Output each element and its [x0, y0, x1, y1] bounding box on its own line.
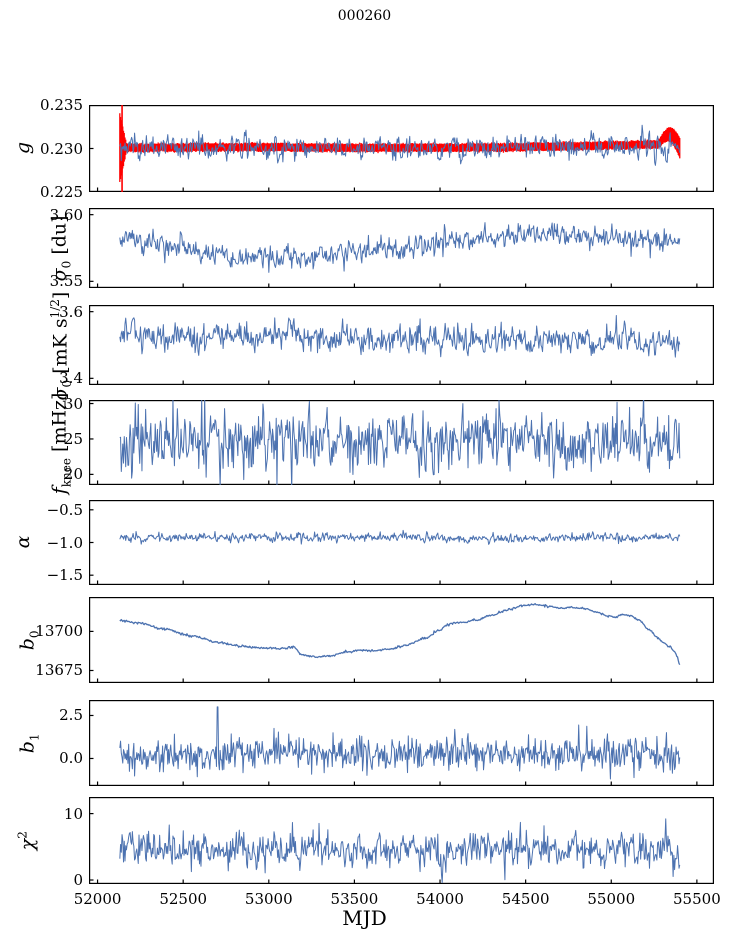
- axes-frame: [89, 500, 714, 585]
- panel-b-0: [89, 597, 714, 683]
- x-tick-label: 52000: [73, 890, 122, 908]
- data-line-b1: [119, 706, 681, 780]
- y-tick-label: 13675: [35, 661, 83, 680]
- data-line-alpha: [119, 529, 681, 545]
- y-tick-label: 25: [63, 429, 83, 448]
- panel-sigma-0-du-: [89, 208, 714, 288]
- y-tick-label: 0: [73, 871, 83, 889]
- data-line-sigma0_du: [119, 222, 681, 273]
- plot-area: [89, 797, 714, 884]
- y-axis-label-0: g: [12, 141, 34, 154]
- data-line-g gain: [119, 124, 681, 166]
- axes-frame: [89, 400, 714, 485]
- panel-b-1: [89, 700, 714, 786]
- plot-area: [89, 597, 714, 683]
- plot-area: [89, 700, 714, 786]
- figure-title: 000260: [337, 8, 392, 24]
- y-axis-label-7: χ2: [15, 830, 39, 850]
- axes-frame: [89, 305, 714, 385]
- y-tick-label: 3.6: [59, 302, 83, 321]
- plot-area: [89, 105, 714, 192]
- y-tick-label: −1.5: [46, 566, 83, 585]
- y-tick-label: 10: [63, 804, 83, 823]
- x-tick-label: 54000: [416, 890, 464, 908]
- axes-frame: [89, 700, 714, 786]
- x-tick-label: 55000: [587, 890, 636, 908]
- y-tick-label: 0.0: [59, 749, 83, 768]
- y-tick-label: 0.225: [40, 183, 83, 201]
- panel-sigma-0-mk-s-1-2-: [89, 305, 714, 385]
- x-tick-label: 54500: [501, 890, 550, 908]
- axes-frame: [89, 597, 714, 683]
- y-tick-label: 3.4: [59, 369, 83, 388]
- y-tick-label: 0.235: [40, 96, 83, 114]
- panel-chi-2: [89, 797, 714, 884]
- plot-area: [89, 500, 714, 585]
- panel-alpha: [89, 500, 714, 585]
- x-axis-label: MJD: [342, 906, 387, 930]
- axes-frame: [89, 797, 714, 884]
- x-tick-label: 52500: [159, 890, 208, 908]
- x-tick-label: 53000: [244, 890, 293, 908]
- y-tick-label: 3.60: [49, 205, 83, 224]
- y-tick-label: 2.5: [59, 706, 83, 725]
- plot-area: [89, 400, 714, 485]
- panel-f-knee-mhz-: [89, 400, 714, 485]
- y-tick-label: −1.0: [46, 533, 83, 552]
- y-tick-label: 30: [63, 394, 83, 413]
- y-axis-label-3: fknee [mHz]: [48, 392, 74, 494]
- data-line-chi2: [119, 818, 681, 884]
- panel-g: [89, 105, 714, 192]
- data-line-sigma0_mK: [119, 315, 681, 358]
- x-tick-label: 55500: [673, 890, 721, 908]
- y-tick-label: −0.5: [46, 500, 83, 519]
- y-tick-label: 20: [63, 465, 83, 484]
- x-tick-label: 53500: [330, 890, 379, 908]
- data-line-b0: [119, 602, 681, 666]
- axes-frame: [89, 208, 714, 288]
- y-tick-label: 13700: [35, 622, 83, 641]
- plot-area: [89, 208, 714, 288]
- y-tick-label: 3.55: [49, 272, 83, 291]
- y-tick-label: 0.230: [40, 139, 83, 158]
- plot-area: [89, 305, 714, 385]
- data-line-f_knee: [119, 400, 681, 485]
